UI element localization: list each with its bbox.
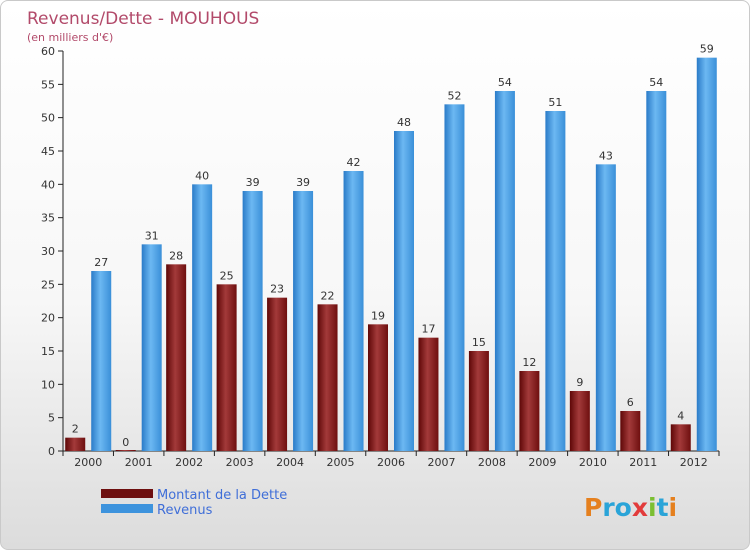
bar-dette — [468, 351, 489, 451]
logo-letter: x — [632, 493, 648, 522]
data-label-revenus: 51 — [548, 96, 562, 109]
bar-dette — [418, 337, 439, 451]
bar-dette — [620, 411, 641, 451]
data-label-revenus: 27 — [94, 256, 108, 269]
bar-revenus — [444, 104, 465, 451]
x-tick-label: 2000 — [74, 456, 102, 469]
x-tick-label: 2001 — [125, 456, 153, 469]
data-label-dette: 23 — [270, 283, 284, 296]
logo-text: Proxiti — [584, 493, 677, 522]
legend-label-revenus: Revenus — [157, 503, 213, 518]
y-tick-label: 35 — [41, 212, 55, 225]
y-tick-label: 5 — [48, 412, 55, 425]
bar-revenus — [696, 57, 717, 452]
y-tick-label: 45 — [41, 145, 55, 158]
bar-revenus — [343, 171, 364, 451]
bar-dette — [317, 304, 338, 451]
data-label-revenus: 40 — [195, 169, 209, 182]
data-label-dette: 0 — [122, 436, 129, 449]
y-tick-label: 30 — [41, 245, 55, 258]
data-label-dette: 17 — [421, 323, 435, 336]
data-label-dette: 25 — [220, 269, 234, 282]
y-tick-label: 50 — [41, 112, 55, 125]
proxiti-logo: Proxiti — [584, 493, 677, 522]
data-label-dette: 28 — [169, 249, 183, 262]
logo-letter: i — [669, 493, 678, 522]
legend-swatch-revenus — [101, 504, 153, 513]
data-label-dette: 22 — [321, 289, 335, 302]
data-label-revenus: 31 — [145, 229, 159, 242]
bar-revenus — [494, 91, 515, 451]
logo-letter: t — [657, 493, 669, 522]
chart-subtitle: (en milliers d'€) — [27, 31, 113, 44]
y-tick-label: 20 — [41, 312, 55, 325]
x-tick-label: 2004 — [276, 456, 304, 469]
x-tick-label: 2009 — [528, 456, 556, 469]
data-label-revenus: 54 — [498, 76, 512, 89]
y-tick-label: 40 — [41, 178, 55, 191]
data-label-dette: 12 — [522, 356, 536, 369]
y-tick-label: 15 — [41, 345, 55, 358]
data-label-dette: 19 — [371, 309, 385, 322]
bar-revenus — [242, 191, 263, 451]
data-label-dette: 4 — [677, 409, 684, 422]
bar-dette — [65, 437, 86, 451]
y-tick-label: 10 — [41, 378, 55, 391]
data-label-revenus: 39 — [246, 176, 260, 189]
data-label-revenus: 52 — [447, 89, 461, 102]
legend-swatch-dette — [101, 489, 153, 498]
chart-title: Revenus/Dette - MOUHOUS — [27, 9, 259, 29]
bar-dette — [670, 424, 691, 451]
y-tick-label: 55 — [41, 78, 55, 91]
bar-revenus — [545, 111, 566, 451]
data-label-revenus: 43 — [599, 149, 613, 162]
legend-label-dette: Montant de la Dette — [157, 488, 287, 503]
data-label-dette: 6 — [627, 396, 634, 409]
bar-dette — [115, 450, 136, 451]
bar-revenus — [91, 271, 112, 451]
data-label-revenus: 42 — [347, 156, 361, 169]
x-tick-label: 2008 — [478, 456, 506, 469]
y-tick-label: 25 — [41, 278, 55, 291]
y-tick-label: 0 — [48, 445, 55, 458]
bar-revenus — [293, 191, 314, 451]
bar-dette — [519, 371, 540, 451]
logo-letter: i — [648, 493, 657, 522]
x-tick-label: 2005 — [327, 456, 355, 469]
bar-dette — [166, 264, 187, 451]
x-tick-label: 2010 — [579, 456, 607, 469]
bars: 2 0 28 25 23 22 19 17 15 12 9 6 4 27 31 40 39 39 42 48 52 54 5… — [65, 43, 717, 452]
x-tick-label: 2012 — [680, 456, 708, 469]
data-label-revenus: 59 — [700, 43, 714, 56]
bar-revenus — [192, 184, 213, 452]
data-label-revenus: 54 — [649, 76, 663, 89]
y-tick-label: 60 — [41, 45, 55, 58]
bar-dette — [216, 284, 237, 451]
bar-revenus — [595, 164, 616, 452]
data-label-dette: 9 — [576, 376, 583, 389]
bar-dette — [267, 297, 288, 451]
x-tick-label: 2002 — [175, 456, 203, 469]
data-label-dette: 2 — [72, 423, 79, 436]
x-tick-label: 2003 — [226, 456, 254, 469]
data-label-dette: 15 — [472, 336, 486, 349]
logo-letter: r — [602, 493, 615, 522]
legend: Montant de la Dette Revenus — [101, 488, 287, 518]
x-tick-label: 2007 — [427, 456, 455, 469]
bar-revenus — [646, 91, 667, 451]
data-label-revenus: 39 — [296, 176, 310, 189]
x-tick-label: 2011 — [629, 456, 657, 469]
logo-letter: P — [584, 493, 602, 522]
bar-dette — [569, 391, 590, 451]
bar-revenus — [394, 131, 414, 451]
data-label-revenus: 48 — [397, 116, 411, 129]
bar-dette — [368, 324, 388, 451]
x-tick-label: 2006 — [377, 456, 405, 469]
bar-revenus — [141, 244, 162, 451]
logo-letter: o — [615, 493, 632, 522]
